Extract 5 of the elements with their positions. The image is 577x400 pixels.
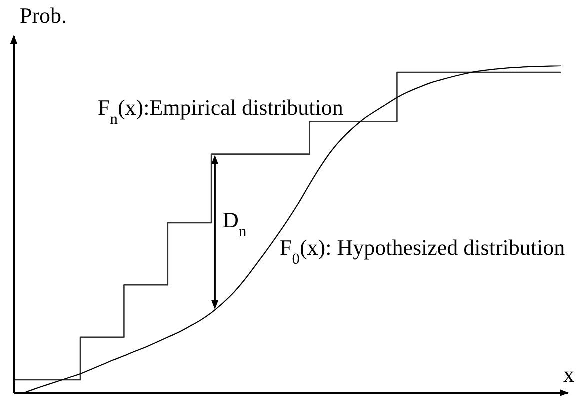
series-label: F$_{0}$(x): Hypothesized distribution (280, 235, 566, 268)
y-axis-title: Prob. (20, 3, 68, 28)
series-label: F$_{n}$(x):Empirical distribution (98, 95, 344, 128)
x-axis-title: x (564, 362, 574, 387)
annotation: D$_{n}$ (223, 207, 247, 240)
